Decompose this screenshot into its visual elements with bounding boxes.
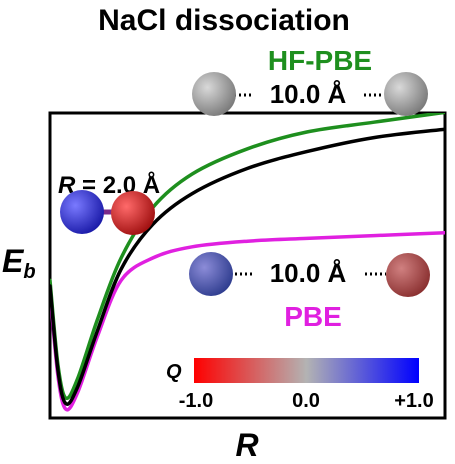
colorbar: Q -1.0 0.0 +1.0 [166,358,434,412]
atom-cl-neutral [384,72,428,116]
chart-title: NaCl dissociation [98,4,350,37]
molecule-bound: R = 2.0 Å [58,171,160,235]
colorbar-max: +1.0 [394,390,433,412]
molecule-separated-charged: 10.0 Å [189,252,430,297]
atom-na-pbe [189,252,233,296]
atom-cl-pbe [386,253,430,297]
plot-frame [48,111,447,420]
r-short-label: R = 2.0 Å [58,171,160,199]
molecule-separated-neutral: 10.0 Å [192,72,428,116]
atom-cl-ion [111,191,155,235]
colorbar-gradient [194,358,419,383]
series-line-pbe [50,231,445,412]
colorbar-label: Q [166,361,182,383]
colorbar-mid: 0.0 [292,390,320,412]
x-axis-label: R [235,427,258,463]
legend-hf-pbe: HF-PBE [268,45,372,76]
colorbar-min: -1.0 [179,390,213,412]
distance-label-bottom: 10.0 Å [270,258,347,288]
series-line-reference [50,127,445,406]
legend-pbe: PBE [284,301,342,332]
atom-na-neutral [192,72,236,116]
atom-na-ion [60,190,104,234]
distance-label-top: 10.0 Å [270,79,347,109]
series-line-hf-pbe [50,113,445,401]
y-axis-label: Eb [2,243,36,283]
